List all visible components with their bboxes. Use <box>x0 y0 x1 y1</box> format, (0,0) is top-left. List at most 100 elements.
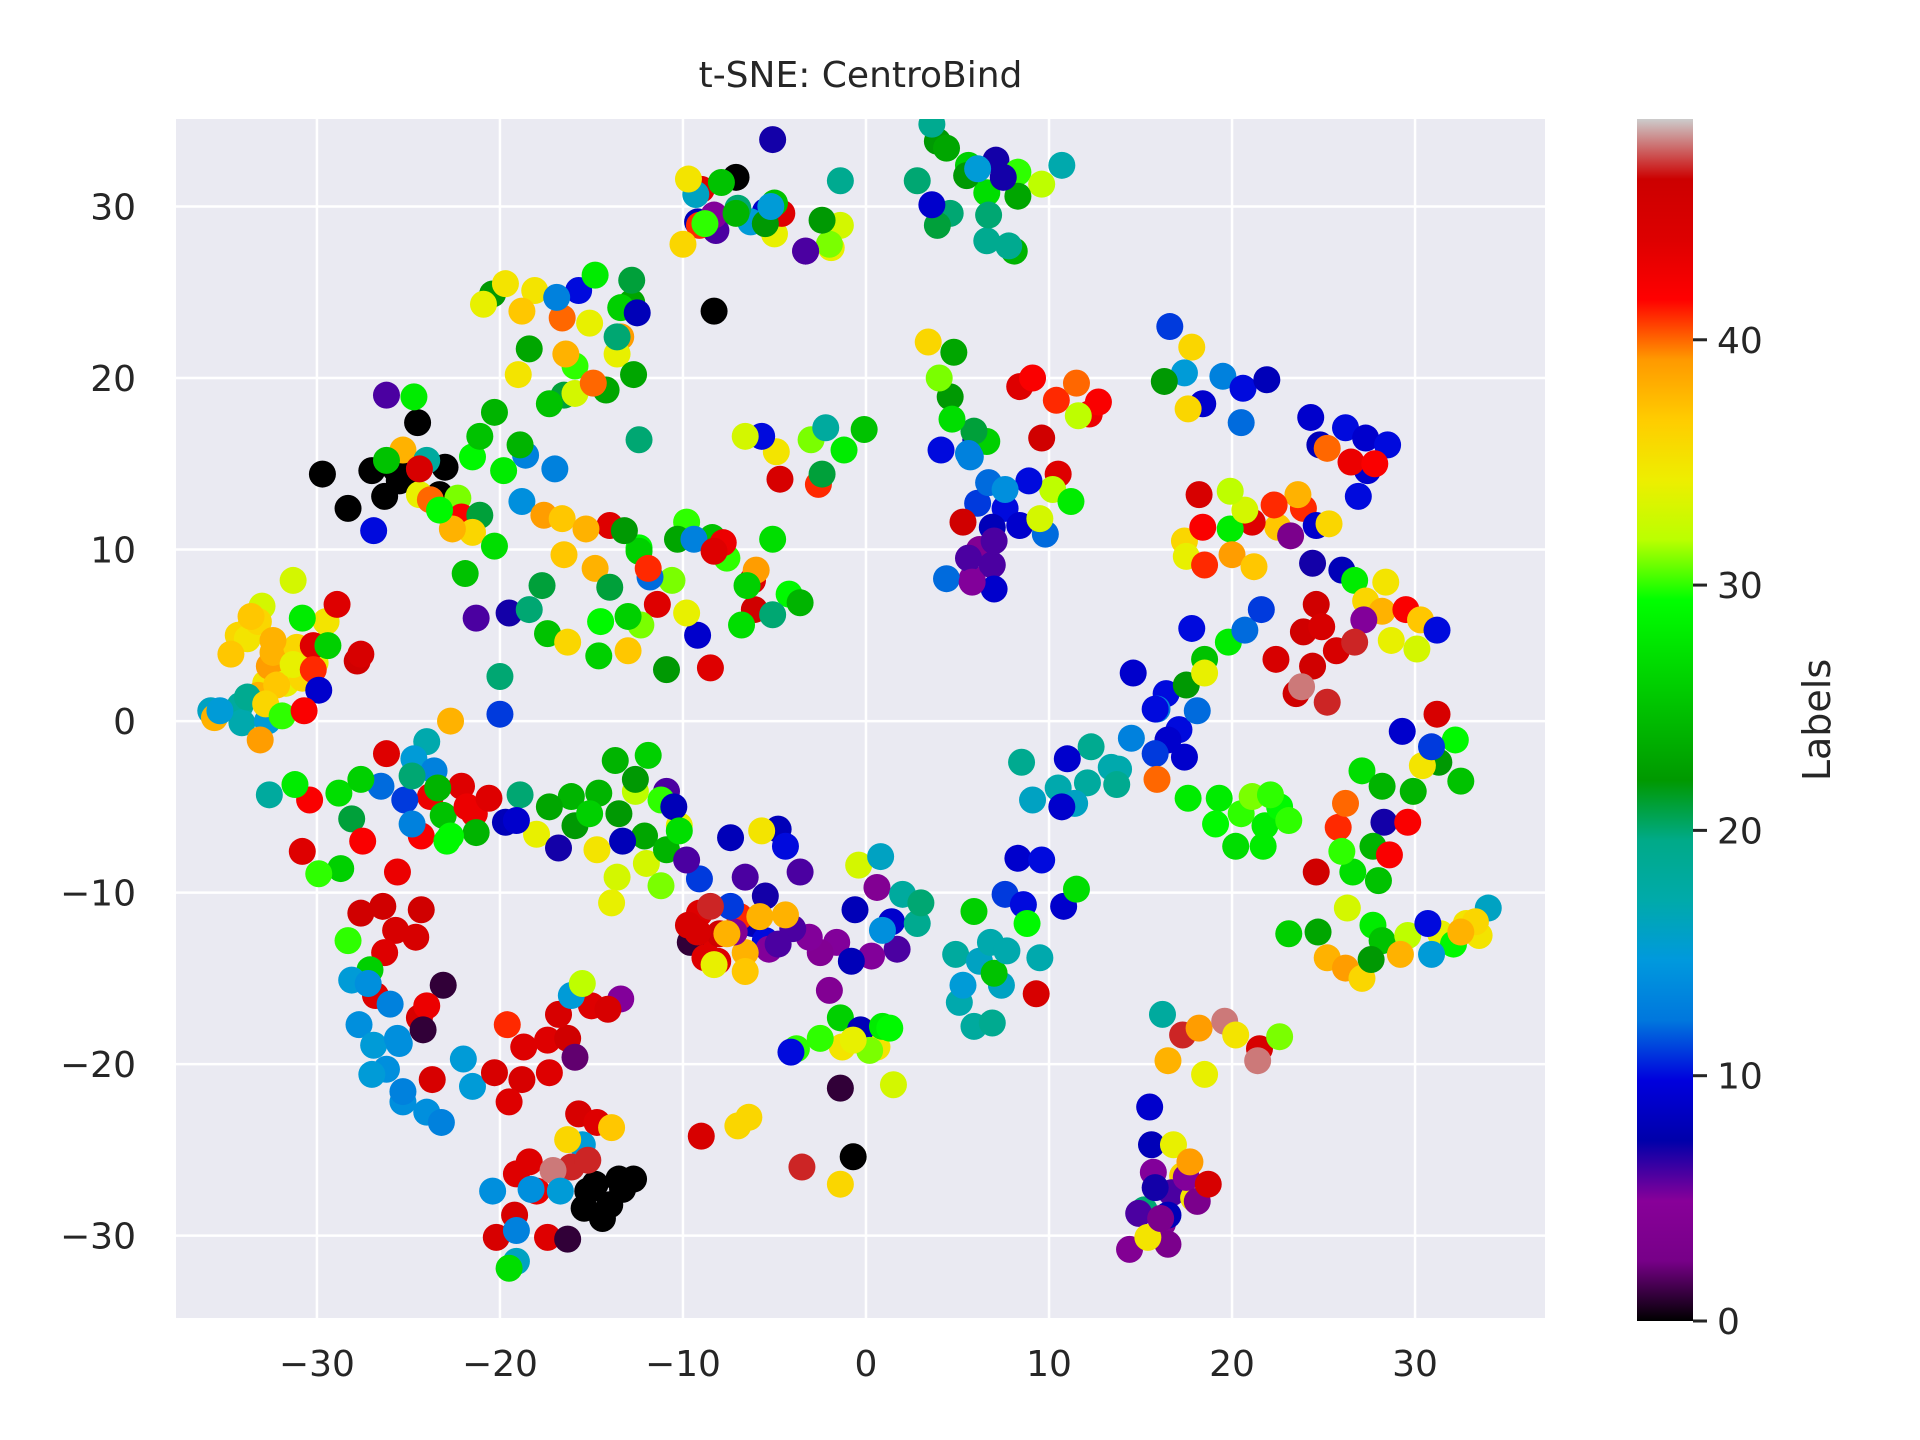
scatter-point <box>372 740 400 768</box>
scatter-point <box>1357 946 1385 974</box>
scatter-point <box>700 297 728 325</box>
scatter-point <box>347 899 375 927</box>
scatter-point <box>1194 1170 1222 1198</box>
scatter-point <box>347 640 375 668</box>
scatter-point <box>1222 1021 1250 1049</box>
scatter-point <box>334 494 362 522</box>
scatter-point <box>724 1112 752 1140</box>
scatter-point <box>510 1033 538 1061</box>
scatter-point <box>1077 733 1105 761</box>
scatter-point <box>404 409 432 437</box>
scatter-point <box>206 697 234 725</box>
scatter-point <box>960 417 988 445</box>
scatter-point <box>458 518 486 546</box>
scatter-point <box>534 1026 562 1054</box>
scatter-point <box>1386 940 1414 968</box>
scatter-point <box>1324 813 1352 841</box>
scatter-point <box>491 270 519 298</box>
scatter-point <box>391 786 419 814</box>
scatter-point <box>980 527 1008 555</box>
scatter-point <box>731 422 759 450</box>
scatter-point <box>713 920 741 948</box>
scatter-point <box>1304 918 1332 946</box>
scatter-point <box>1299 549 1327 577</box>
scatter-point <box>1191 659 1219 687</box>
scatter-point <box>506 781 534 809</box>
scatter-point <box>1227 409 1255 437</box>
scatter-point <box>826 167 854 195</box>
scatter-point <box>954 544 982 572</box>
scatter-point <box>451 560 479 588</box>
scatter-point <box>372 446 400 474</box>
chart-title: t-SNE: CentroBind <box>699 55 1023 96</box>
scatter-point <box>418 1066 446 1094</box>
scatter-point <box>1315 510 1343 538</box>
scatter-point <box>1332 414 1360 442</box>
scatter-point <box>1189 513 1217 541</box>
scatter-point <box>576 800 604 828</box>
scatter-point <box>1418 733 1446 761</box>
scatter-point <box>541 455 569 483</box>
scatter-point <box>308 460 336 488</box>
scatter-point <box>581 261 609 289</box>
scatter-point <box>728 611 756 639</box>
scatter-point <box>1372 568 1400 596</box>
scatter-point <box>407 896 435 924</box>
scatter-point <box>1256 781 1284 809</box>
scatter-point <box>620 361 648 389</box>
scatter-point <box>1191 1060 1219 1088</box>
scatter-point <box>528 572 556 600</box>
plot-background <box>176 119 1545 1318</box>
scatter-point <box>731 958 759 986</box>
scatter-point <box>327 855 355 883</box>
scatter-point <box>1026 944 1054 972</box>
scatter-point <box>314 632 342 660</box>
scatter-point <box>383 1024 411 1052</box>
scatter-point <box>923 211 951 239</box>
scatter-point <box>786 589 814 617</box>
scatter-point <box>437 707 465 735</box>
scatter-point <box>1262 645 1290 673</box>
colorbar-tick-label: 20 <box>1717 811 1763 852</box>
scatter-point <box>1394 808 1422 836</box>
scatter-point <box>1229 374 1257 402</box>
y-tick-label: −20 <box>60 1045 136 1086</box>
scatter-point <box>588 1205 616 1233</box>
scatter-point <box>841 896 869 924</box>
scatter-point <box>554 628 582 656</box>
scatter-point <box>299 656 327 684</box>
x-tick-label: 20 <box>1209 1344 1255 1385</box>
scatter-point <box>766 465 794 493</box>
scatter-point <box>486 662 514 690</box>
scatter-point <box>964 155 992 183</box>
scatter-point <box>1388 717 1416 745</box>
scatter-point <box>669 230 697 258</box>
scatter-point <box>515 1148 543 1176</box>
scatter-point <box>605 1165 633 1193</box>
scatter-point <box>1333 894 1361 922</box>
scatter-point <box>603 863 631 891</box>
scatter-point <box>1364 867 1392 895</box>
scatter-point <box>1028 170 1056 198</box>
scatter-point <box>554 1225 582 1253</box>
scatter-point <box>508 488 536 516</box>
scatter-point <box>717 892 745 920</box>
scatter-point <box>1084 388 1112 416</box>
scatter-point <box>674 165 702 193</box>
scatter-point <box>618 266 646 294</box>
scatter-point <box>246 726 274 754</box>
grid-lines <box>176 119 1545 1318</box>
scatter-point <box>1341 566 1369 594</box>
scatter-point <box>879 1071 907 1099</box>
scatter-point <box>360 1031 388 1059</box>
scatter-point <box>369 892 397 920</box>
scatter-point <box>731 863 759 891</box>
scatter-point <box>1253 366 1281 394</box>
scatter-point <box>830 436 858 464</box>
scatter-point <box>623 299 651 327</box>
scatter-point <box>808 206 836 234</box>
scatter-point <box>1414 909 1442 937</box>
scatter-point <box>876 1014 904 1042</box>
scatter-point <box>398 810 426 838</box>
scatter-point <box>634 554 662 582</box>
